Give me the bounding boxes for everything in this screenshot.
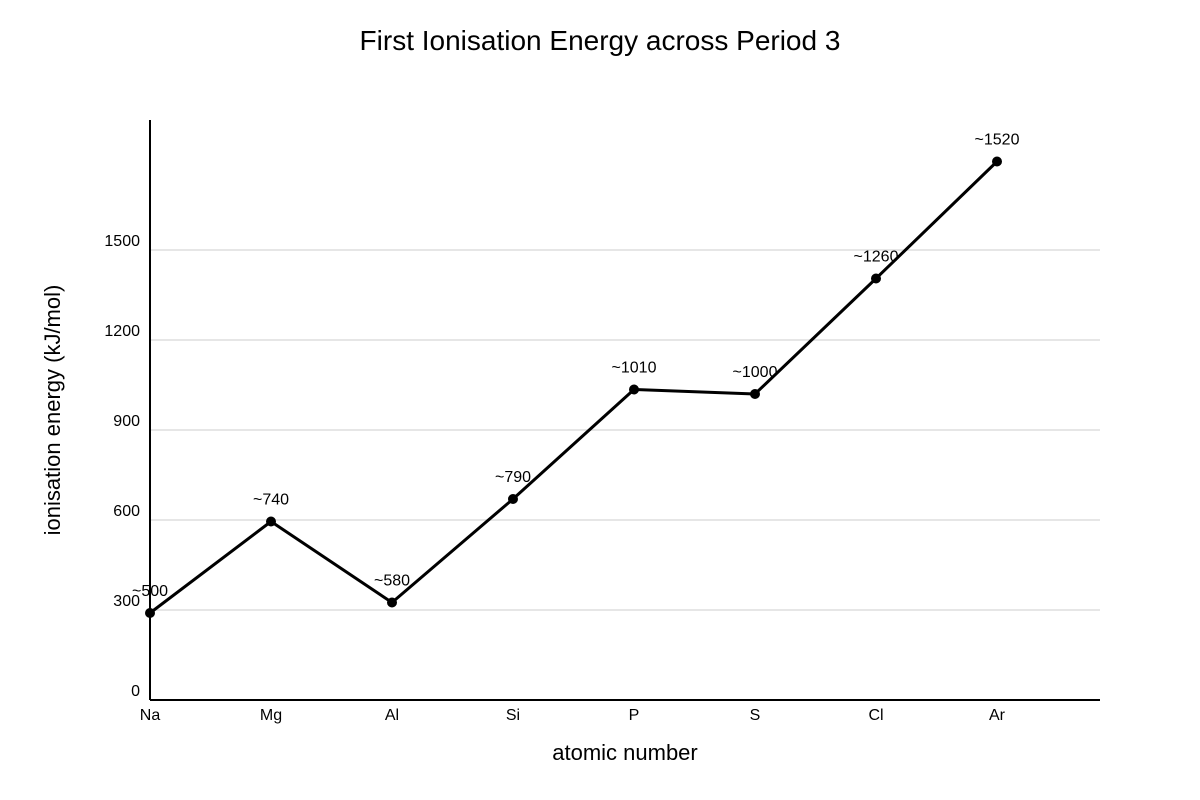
series-ionisation-energy — [149, 160, 999, 615]
data-label-na: ~500 — [132, 583, 168, 600]
data-point-al — [387, 597, 397, 608]
chart-title: First Ionisation Energy across Period 3 — [360, 25, 841, 56]
series-line — [149, 160, 999, 615]
x-tick-label: Na — [140, 707, 161, 724]
y-tick-label: 600 — [113, 503, 140, 520]
x-tick-labels: Na Mg Al Si P S Cl Ar — [140, 707, 1006, 724]
data-point-cl — [871, 273, 881, 284]
data-label-cl: ~1260 — [854, 249, 899, 266]
data-point-mg — [266, 516, 276, 527]
x-tick-label: S — [750, 707, 761, 724]
x-tick-label: Ar — [989, 707, 1006, 724]
x-tick-label: Mg — [260, 707, 282, 724]
data-labels: ~500 ~740 ~580 ~790 ~1010 ~1000 ~1260 ~1520 — [132, 132, 1020, 601]
x-tick-label: Si — [506, 707, 520, 724]
data-label-al: ~580 — [374, 573, 410, 590]
data-label-p: ~1010 — [612, 360, 657, 377]
y-tick-label: 300 — [113, 593, 140, 610]
y-tick-label: 1200 — [104, 323, 140, 340]
y-tick-label: 0 — [131, 683, 140, 700]
y-tick-labels: 0 300 600 900 1200 1500 — [104, 233, 140, 700]
data-point-na — [145, 608, 155, 618]
data-label-mg: ~740 — [253, 492, 289, 509]
data-point-s — [750, 389, 760, 399]
data-label-si: ~790 — [495, 469, 531, 486]
data-points — [145, 156, 1002, 618]
data-point-p — [629, 384, 639, 395]
data-label-s: ~1000 — [733, 364, 778, 381]
data-label-ar: ~1520 — [975, 132, 1020, 149]
x-axis-title: atomic number — [552, 740, 698, 765]
y-axis-title: ionisation energy (kJ/mol) — [40, 285, 65, 536]
y-tick-label: 1500 — [104, 233, 140, 250]
x-tick-label: Cl — [868, 707, 883, 724]
y-tick-label: 900 — [113, 413, 140, 430]
data-point-si — [508, 494, 518, 504]
x-tick-label: P — [629, 707, 640, 724]
data-point-ar — [992, 156, 1002, 167]
x-tick-label: Al — [385, 707, 399, 724]
grid-lines — [150, 249, 1100, 611]
